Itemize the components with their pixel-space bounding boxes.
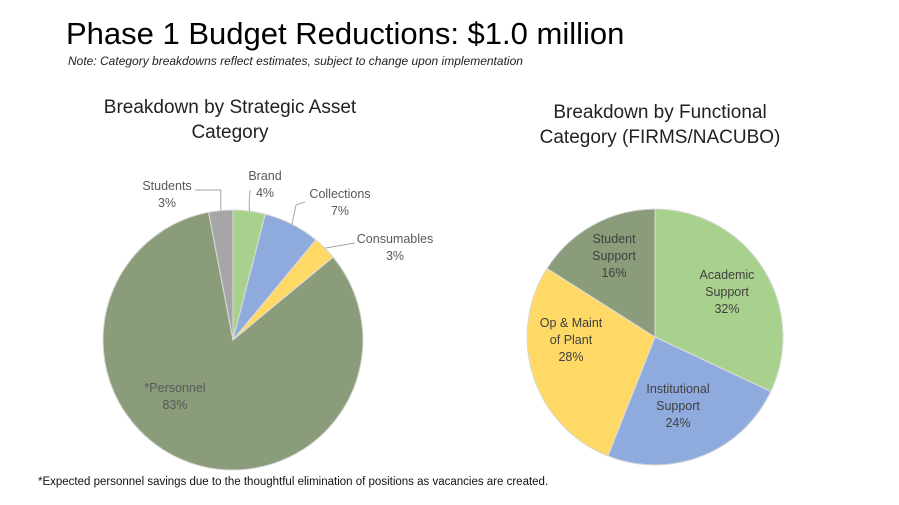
strategic-label-students: Students 3% [142, 179, 191, 210]
strategic-label-collections: Collections 7% [309, 187, 370, 218]
functional-slice-outline-student-support [546, 208, 656, 338]
functional-chart-title-line-2: Category (FIRMS/NACUBO) [539, 127, 781, 148]
strategic-leader-collections [291, 201, 306, 225]
functional-slice-student-support [546, 208, 656, 338]
strategic-chart-title: Breakdown by Strategic Asset Category [60, 95, 400, 145]
strategic-leader-students [195, 189, 222, 211]
functional-category-labels: Academic Support 32% Institutional Support 24… [540, 232, 755, 430]
personnel-footnote: *Expected personnel savings due to the t… [38, 476, 549, 488]
functional-label-student-support: Student Support 16% [592, 232, 636, 280]
strategic-leader-brand [248, 189, 251, 211]
functional-slice-outline-academic-support [654, 208, 784, 393]
strategic-leader-consumables [324, 242, 356, 249]
page-note: Note: Category breakdowns reflect estima… [68, 54, 523, 68]
strategic-chart-title-line-2: Category [191, 122, 269, 143]
page-title: Phase 1 Budget Reductions: $1.0 million [66, 16, 625, 51]
strategic-asset-labels: Brand 4% Collections 7% Consumables 3% *Person… [142, 169, 433, 412]
functional-chart-title-line-1: Breakdown by Functional [553, 102, 767, 123]
functional-slice-outline-institutional-support [607, 336, 772, 466]
functional-slice-outline-op-maint-of-plant [526, 267, 656, 457]
strategic-asset-leader-lines [195, 189, 356, 249]
functional-label-op-maint-of-plant: Op & Maint of Plant 28% [540, 316, 603, 364]
functional-slice-institutional-support [607, 336, 772, 466]
strategic-asset-slices [102, 209, 364, 471]
strategic-slice-outline-personnel [102, 211, 364, 471]
strategic-slice-personnel [102, 211, 364, 471]
functional-chart-title: Breakdown by Functional Category (FIRMS/… [500, 100, 820, 150]
strategic-label-consumables: Consumables 3% [357, 232, 433, 263]
strategic-label-brand: Brand 4% [248, 169, 281, 200]
functional-slice-op-maint-of-plant [526, 267, 656, 457]
strategic-label-personnel: *Personnel 83% [144, 381, 205, 412]
functional-slice-academic-support [654, 208, 784, 393]
functional-category-slices [526, 208, 784, 466]
strategic-chart-title-line-1: Breakdown by Strategic Asset [103, 97, 357, 118]
functional-label-institutional-support: Institutional Support 24% [646, 382, 709, 430]
functional-label-academic-support: Academic Support 32% [700, 268, 755, 316]
